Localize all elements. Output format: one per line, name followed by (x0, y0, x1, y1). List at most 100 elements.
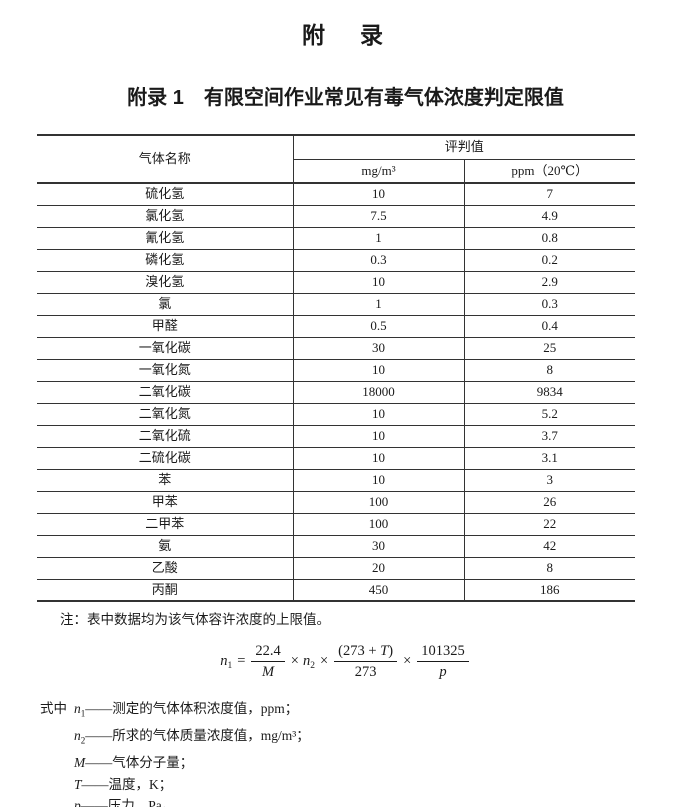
cell-ppm-value: 3.1 (463, 447, 636, 470)
cell-ppm-value: 22 (463, 513, 636, 536)
cell-ppm-value: 7 (463, 183, 636, 206)
definition-symbol: p (74, 798, 81, 807)
table-row: 丙酮 450 186 (37, 579, 636, 602)
cell-gas-name: 氨 (158, 538, 172, 554)
cell-ppm-value: 4.9 (463, 205, 636, 228)
cell-ppm-value: 3.7 (463, 425, 636, 448)
header-gas-name: 气体名称 (138, 151, 191, 167)
cell-mg-value: 7.5 (292, 205, 464, 228)
cell-ppm-value: 5.2 (463, 403, 636, 426)
times-sign: × (290, 652, 299, 669)
cell-ppm-value: 0.2 (463, 249, 636, 272)
cell-gas-name: 氰化氢 (145, 230, 185, 246)
table-row: 一氧化氮 10 8 (37, 359, 636, 382)
header-row-2: mg/m³ ppm（20℃） (37, 159, 636, 184)
table-row: 氯 1 0.3 (37, 293, 636, 316)
table-row: 硫化氢 10 7 (37, 183, 636, 206)
cell-gas-name: 氯 (158, 296, 172, 312)
cell-ppm-value: 0.8 (463, 227, 636, 250)
header-unit-ppm: ppm（20℃） (463, 159, 636, 184)
definitions-list: n1——测定的气体体积浓度值，ppm； n2——所求的气体质量浓度值，mg/m³；… (74, 698, 691, 807)
cell-mg-value: 10 (292, 469, 464, 492)
definition-item: n2——所求的气体质量浓度值，mg/m³； (74, 725, 691, 752)
cell-gas-name: 二氧化碳 (138, 384, 191, 400)
table-row: 二硫化碳 10 3.1 (37, 447, 636, 470)
cell-mg-value: 10 (292, 359, 464, 382)
definition-symbol: M (74, 755, 86, 771)
cell-mg-value: 1 (292, 293, 464, 316)
times-sign: × (403, 652, 412, 669)
definition-symbol: T (74, 776, 82, 792)
table-row: 氰化氢 1 0.8 (37, 227, 636, 250)
cell-gas-name: 二氧化硫 (138, 428, 191, 444)
cell-mg-value: 10 (292, 447, 464, 470)
table-row: 二氧化碳 18000 9834 (37, 381, 636, 404)
cell-gas-name: 溴化氢 (145, 274, 185, 290)
definition-text: ——气体分子量； (85, 755, 194, 771)
table-row: 氨 30 42 (37, 535, 636, 558)
formula-var-T: T (380, 642, 389, 659)
fraction-numerator: 22.4 (251, 642, 285, 662)
cell-ppm-value: 9834 (463, 381, 636, 404)
fraction-denominator: p (439, 663, 447, 680)
cell-gas-name: 二硫化碳 (138, 450, 191, 466)
equals-sign: = (237, 652, 246, 669)
cell-gas-name: 硫化氢 (145, 186, 185, 202)
cell-mg-value: 30 (292, 337, 464, 360)
fraction-denominator: M (262, 663, 275, 680)
cell-ppm-value: 186 (463, 579, 636, 602)
table-row: 溴化氢 10 2.9 (37, 271, 636, 294)
table-row: 甲醛 0.5 0.4 (37, 315, 636, 338)
cell-gas-name: 二甲苯 (145, 516, 185, 532)
cell-mg-value: 18000 (292, 381, 464, 404)
appendix-subtitle: 附录 1 有限空间作业常见有毒气体浓度判定限值 (127, 87, 564, 110)
definition-symbol-sub: 1 (80, 708, 86, 719)
cell-ppm-value: 0.3 (463, 293, 636, 316)
header-unit-mg: mg/m³ (292, 159, 464, 184)
cell-gas-name: 丙酮 (151, 581, 178, 597)
cell-mg-value: 10 (292, 403, 464, 426)
cell-ppm-value: 25 (463, 337, 636, 360)
definition-text: ——测定的气体体积浓度值，ppm； (85, 701, 299, 717)
table-row: 氯化氢 7.5 4.9 (37, 205, 636, 228)
table-header: 气体名称 评判值 mg/m³ ppm（20℃） (37, 135, 636, 184)
fraction-numerator: (273 + T) (334, 642, 398, 662)
table-row: 甲苯 100 26 (37, 491, 636, 514)
cell-gas-name: 磷化氢 (145, 252, 185, 268)
definition-text: ——温度，K； (81, 776, 173, 792)
table-row: 二氧化硫 10 3.7 (37, 425, 636, 448)
table-row: 二氧化氮 10 5.2 (37, 403, 636, 426)
cell-mg-value: 1 (292, 227, 464, 250)
cell-gas-name: 乙酸 (151, 560, 178, 576)
cell-gas-name: 甲苯 (151, 494, 178, 510)
definition-item: n1——测定的气体体积浓度值，ppm； (74, 698, 691, 725)
table-note: 注：表中数据均为该气体容许浓度的上限值。 (60, 612, 330, 628)
cell-gas-name: 二氧化氮 (138, 406, 191, 422)
definition-item: M——气体分子量； (74, 752, 691, 774)
gas-table-body: 硫化氢 10 7 氯化氢 7.5 4.9 氰化氢 1 0.8 磷化氢 0.3 0.2 溴化氢 10 2.9 氯… (37, 183, 636, 602)
definition-item: T——温度，K； (74, 774, 691, 796)
definition-symbol: n (74, 701, 81, 717)
formula-var-n2-sub: 2 (310, 661, 315, 672)
cell-ppm-value: 26 (463, 491, 636, 514)
header-row-1: 气体名称 评判值 (37, 135, 636, 166)
table-row: 乙酸 20 8 (37, 557, 636, 580)
header-judgment-value: 评判值 (292, 135, 636, 160)
appendix-title: 附 录 (302, 22, 389, 48)
cell-mg-value: 0.3 (292, 249, 464, 272)
definition-item: p——压力，Pa。 (74, 795, 691, 807)
table-row: 苯 10 3 (37, 469, 636, 492)
definition-symbol-sub: 2 (80, 735, 86, 746)
formula-var-n1-sub: 1 (227, 661, 233, 672)
table-row: 磷化氢 0.3 0.2 (37, 249, 636, 272)
definition-symbol: n (74, 728, 81, 744)
cell-mg-value: 0.5 (292, 315, 464, 338)
definition-text: ——压力，Pa。 (80, 798, 176, 807)
cell-mg-value: 450 (292, 579, 464, 602)
table-row: 一氧化碳 30 25 (37, 337, 636, 360)
symbol-definitions: 式中 n1——测定的气体体积浓度值，ppm； n2——所求的气体质量浓度值，mg/… (40, 698, 691, 807)
cell-ppm-value: 0.4 (463, 315, 636, 338)
definitions-intro: 式中 (40, 701, 67, 717)
cell-mg-value: 30 (292, 535, 464, 558)
